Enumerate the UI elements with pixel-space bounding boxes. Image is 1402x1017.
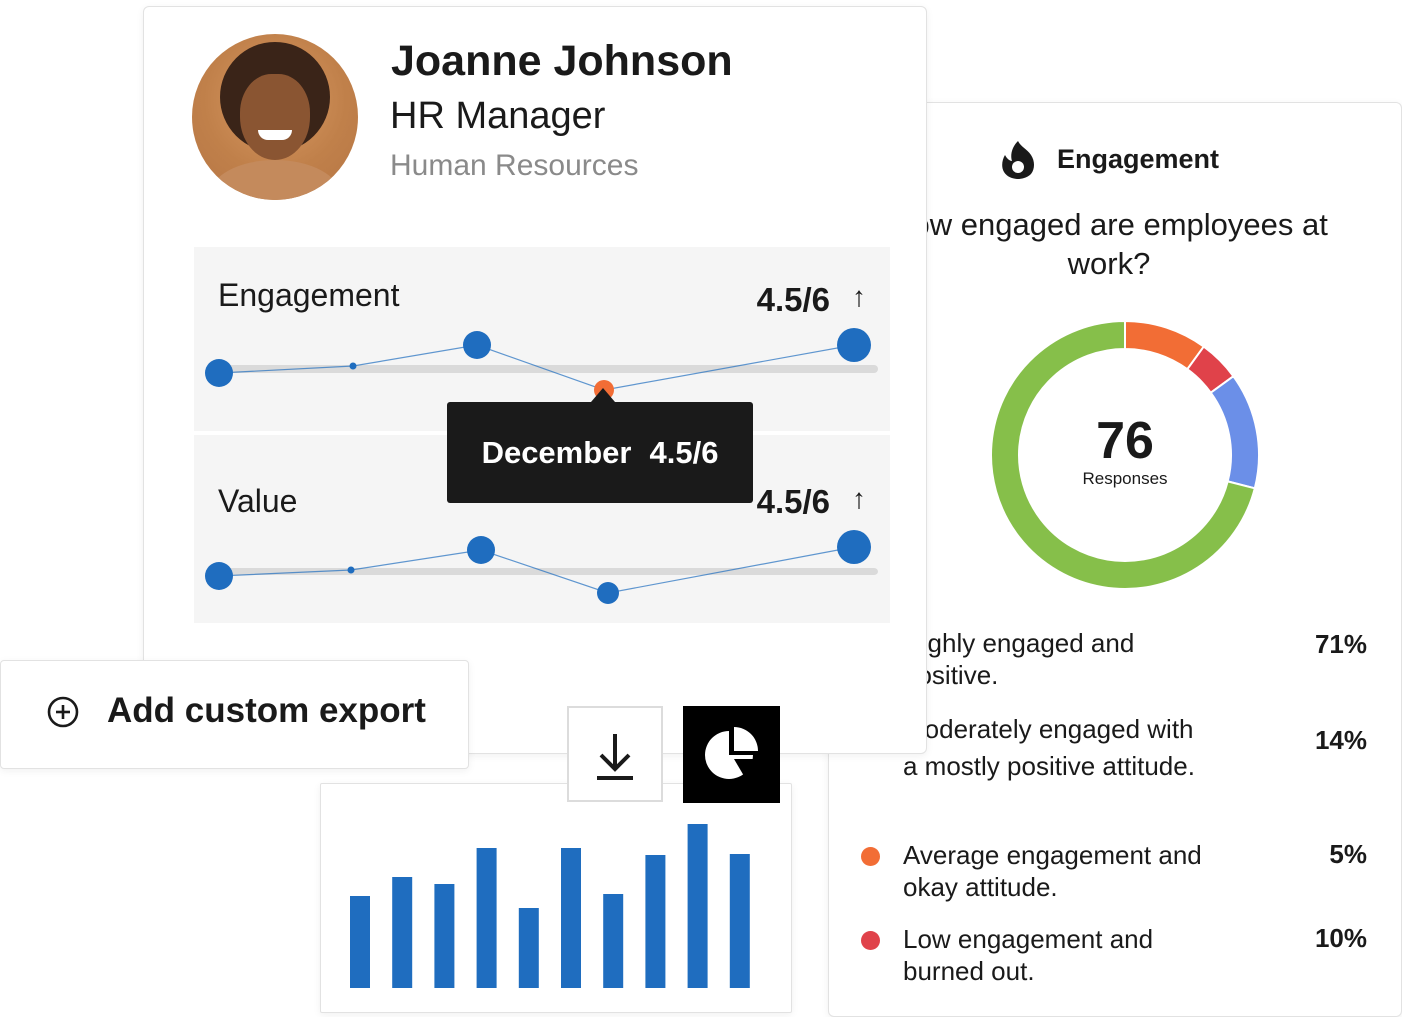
download-icon [597,734,633,780]
sparkline-point [205,562,233,590]
sparkline-point [349,362,357,370]
legend-text: Moderately engaged with a mostly positiv… [903,714,1195,781]
legend-percent: 10% [1314,923,1367,953]
avatar [192,34,358,200]
legend-percent: 14% [1314,725,1367,755]
bar [392,877,413,988]
bar [350,896,370,988]
sparkline-point [347,566,355,574]
legend-text: Low engagement and burned out. [903,924,1154,986]
bar [476,848,497,988]
sparkline-track [218,365,878,373]
sparkline-point [463,331,491,359]
donut-slice [991,321,1257,589]
add-custom-export-button[interactable]: Add custom export [0,660,469,769]
sparkline-point [837,530,871,564]
bar [687,824,708,988]
legend-text: Highly engaged and positive. [903,628,1135,690]
sparkline-point [837,328,871,362]
tooltip-caret [591,388,615,402]
tooltip: December 4.5/6 [447,402,753,503]
bar [518,908,539,988]
total-responses: 76 [1096,412,1154,470]
survey-header: Engagement [999,139,1219,179]
profile-role: HR Manager [390,95,606,137]
legend-percent: 5% [1329,839,1367,869]
bar [434,884,455,988]
donut-chart [991,321,1259,589]
bar [561,848,581,988]
legend-dot [861,931,880,950]
metric-label: Value [218,483,298,519]
engagement-panel: Engagement 4.5/6 ↑ [194,247,890,431]
legend-text: Average engagement and okay attitude. [903,840,1202,902]
tooltip-score: 4.5/6 [649,434,719,470]
metric-score: 4.5/6 [756,483,830,520]
arrow-up-icon: ↑ [852,281,866,312]
bar [603,894,624,988]
donut-slice [1209,374,1259,490]
profile-card: Joanne Johnson HR Manager Human Resource… [143,6,927,754]
bar [729,854,750,988]
donut-center: 76 Responses [1065,413,1185,489]
legend-percent: 71% [1314,629,1367,659]
sparkline-point [467,536,495,564]
survey-question: How engaged are employees at work? [890,207,1328,281]
legend-dot [861,847,880,866]
bar [645,855,666,988]
bar-chart [350,824,750,988]
flame-icon [1002,141,1034,179]
total-responses-label: Responses [1082,469,1168,488]
tooltip-month: December [481,434,632,470]
profile-department: Human Resources [390,149,639,182]
pie-chart-icon [705,727,758,779]
engagement-sparkline [205,328,878,400]
pie-chart-button[interactable] [683,706,780,803]
profile-name: Joanne Johnson [391,37,733,85]
export-label: Add custom export [107,691,426,730]
bar-chart-card [320,783,792,1013]
value-sparkline [205,530,878,604]
sparkline-point [597,582,619,604]
arrow-up-icon: ↑ [852,483,866,514]
metric-score: 4.5/6 [756,281,830,318]
plus-circle-icon [47,696,79,728]
sparkline-point [205,359,233,387]
survey-title: Engagement [1057,143,1220,174]
metric-label: Engagement [218,277,400,313]
download-button[interactable] [567,706,663,802]
